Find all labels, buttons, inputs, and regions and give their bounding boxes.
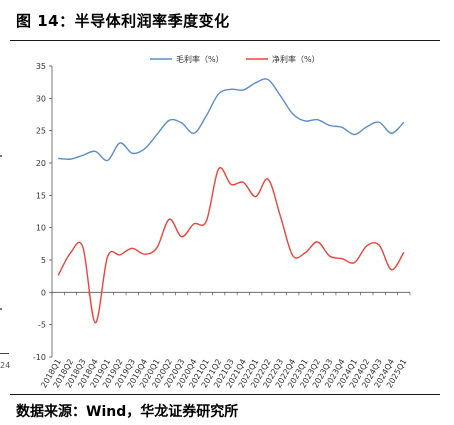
data-point-net-margin [366, 245, 368, 247]
series-line-net-margin [57, 166, 405, 324]
data-point-net-margin [279, 215, 281, 217]
edge-fragment-mark [0, 353, 9, 354]
data-point-net-margin [131, 247, 133, 249]
y-tick-label: 30 [36, 94, 46, 103]
source-note: 数据来源：Wind，华龙证券研究所 [16, 404, 239, 420]
data-point-net-margin [94, 322, 96, 324]
data-point-gross-margin [292, 113, 294, 115]
data-point-net-margin [156, 247, 158, 249]
data-point-gross-margin [390, 132, 392, 134]
data-point-gross-margin [217, 93, 219, 95]
data-point-net-margin [316, 241, 318, 243]
data-point-net-margin [57, 274, 59, 276]
y-tick-label: 35 [36, 62, 46, 71]
edge-fragment-text: 24 [0, 361, 11, 370]
data-point-net-margin [119, 254, 121, 256]
series-lines [57, 78, 405, 324]
data-point-gross-margin [279, 95, 281, 97]
data-point-gross-margin [329, 124, 331, 126]
legend: 毛利率（%） 净利率（%） [150, 54, 320, 64]
data-point-gross-margin [341, 126, 343, 128]
data-point-net-margin [254, 195, 256, 197]
data-point-gross-margin [106, 159, 108, 161]
data-point-net-margin [390, 269, 392, 271]
edge-fragment-dot [0, 308, 2, 310]
data-point-net-margin [69, 252, 71, 254]
data-point-net-margin [193, 223, 195, 225]
data-point-gross-margin [156, 133, 158, 135]
legend-label-gross-margin: 毛利率（%） [176, 54, 224, 64]
data-point-net-margin [168, 218, 170, 220]
data-point-gross-margin [403, 121, 405, 123]
y-tick-label: 20 [36, 159, 46, 168]
top-rule [10, 40, 440, 41]
y-tick-label: -10 [33, 353, 46, 362]
data-point-gross-margin [69, 158, 71, 160]
data-point-net-margin [230, 183, 232, 185]
data-point-gross-margin [254, 82, 256, 84]
data-point-gross-margin [168, 119, 170, 121]
y-tick-label: 5 [41, 256, 46, 265]
data-point-gross-margin [193, 132, 195, 134]
line-chart: 毛利率（%） 净利率（%） -10-5051015202530352018Q120… [33, 54, 411, 389]
data-point-gross-margin [316, 118, 318, 120]
data-point-net-margin [304, 252, 306, 254]
data-point-gross-margin [205, 115, 207, 117]
data-point-net-margin [205, 220, 207, 222]
data-point-gross-margin [82, 154, 84, 156]
data-point-gross-margin [242, 89, 244, 91]
series-line-gross-margin [58, 78, 405, 162]
data-point-gross-margin [378, 121, 380, 123]
data-point-gross-margin [267, 78, 269, 80]
data-point-gross-margin [119, 142, 121, 144]
data-point-gross-margin [230, 88, 232, 90]
data-point-net-margin [353, 261, 355, 263]
data-point-net-margin [341, 258, 343, 260]
data-point-gross-margin [366, 126, 368, 128]
y-tick-label: -5 [38, 321, 46, 330]
data-point-net-margin [143, 253, 145, 255]
data-point-gross-margin [94, 150, 96, 152]
edge-fragment-dot [0, 155, 2, 157]
y-tick-label: 0 [41, 288, 46, 297]
data-point-gross-margin [180, 122, 182, 124]
data-point-net-margin [180, 236, 182, 238]
bottom-rule [10, 394, 440, 395]
data-point-gross-margin [131, 152, 133, 154]
chart-title: 图 14：半导体利润率季度变化 [16, 12, 230, 30]
data-point-net-margin [82, 246, 84, 248]
y-tick-label: 25 [36, 127, 46, 136]
legend-label-net-margin: 净利率（%） [272, 54, 320, 64]
data-point-net-margin [329, 255, 331, 257]
data-point-net-margin [292, 254, 294, 256]
data-point-net-margin [106, 256, 108, 258]
data-point-net-margin [242, 181, 244, 183]
data-point-gross-margin [353, 133, 355, 135]
data-point-net-margin [267, 178, 269, 180]
data-point-net-margin [217, 168, 219, 170]
y-tick-label: 15 [36, 191, 46, 200]
data-point-gross-margin [143, 148, 145, 150]
data-point-gross-margin [57, 157, 59, 159]
axes: -10-5051015202530352018Q12018Q22018Q3201… [33, 62, 411, 389]
data-point-net-margin [378, 244, 380, 246]
y-tick-label: 10 [36, 224, 46, 233]
data-point-gross-margin [304, 120, 306, 122]
data-point-net-margin [403, 251, 405, 253]
